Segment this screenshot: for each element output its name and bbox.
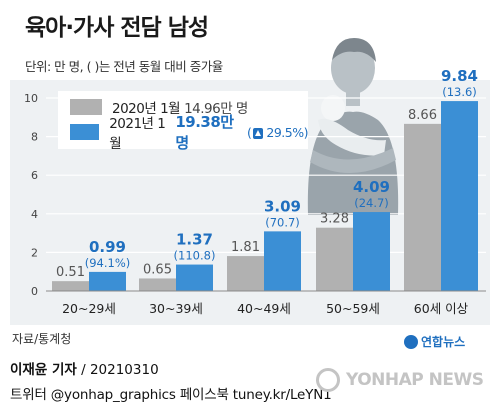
- change-label: (110.8): [174, 249, 216, 263]
- father-holding-baby-illustration: [307, 38, 399, 215]
- bar-2020: [404, 123, 441, 291]
- legend-item-2020: 2020년 1월 14.96만 명: [70, 97, 248, 117]
- chart-title: 육아·가사 전담 남성: [25, 15, 209, 41]
- y-tick-label: 6: [31, 169, 38, 182]
- data-label-2021: 9.84: [441, 67, 478, 85]
- legend-label-2021: 2021년 1월: [109, 116, 166, 152]
- y-tick-label: 10: [24, 92, 38, 105]
- yonhap-small-logo-text: 연합뉴스: [421, 335, 466, 349]
- legend: 2020년 1월 14.96만 명 2021년 1월 19.38만 명 ( 29…: [58, 91, 308, 152]
- legend-value-2020: 14.96만 명: [184, 101, 248, 117]
- yonhap-logo-icon: [404, 334, 418, 349]
- bar-2021: [264, 231, 301, 291]
- data-label-2021: 0.99: [89, 238, 126, 256]
- unit-note: 단위: 만 명, ( )는 전년 동월 대비 증가율: [25, 59, 223, 74]
- bar-2020: [316, 227, 353, 291]
- sns-line: 트위터 @yonhap_graphics 페이스북 tuney.kr/LeYN1: [10, 387, 332, 403]
- change-label: (13.6): [442, 85, 477, 99]
- data-label-2020: 0.51: [56, 265, 85, 280]
- y-tick-label: 8: [31, 131, 38, 144]
- legend-item-2021: 2021년 1월 19.38만 명 ( 29.5%): [70, 113, 308, 152]
- legend-label-2020: 2020년 1월: [112, 101, 181, 117]
- yonhap-watermark: YONHAP NEWS: [316, 368, 484, 392]
- y-tick-label: 4: [31, 208, 38, 221]
- bar-2021: [176, 264, 213, 291]
- y-tick-label: 2: [31, 246, 38, 259]
- bar-2021: [353, 212, 390, 291]
- yonhap-small-logo: 연합뉴스: [404, 333, 465, 350]
- source-note: 자료/통계청: [12, 332, 72, 346]
- x-tick-label: 60세 이상: [414, 301, 469, 316]
- publish-date: / 20210310: [81, 362, 159, 378]
- data-label-2021: 3.09: [264, 197, 301, 215]
- x-tick-label: 20~29세: [62, 301, 116, 316]
- change-label: (24.7): [354, 196, 389, 210]
- legend-change-open: (: [246, 124, 252, 140]
- x-tick-label: 50~59세: [326, 301, 380, 316]
- yonhap-watermark-icon: [316, 368, 340, 392]
- change-label: (94.1%): [85, 256, 131, 270]
- data-label-2021: 1.37: [176, 231, 213, 249]
- x-tick-label: 30~39세: [149, 301, 203, 316]
- data-label-2021: 4.09: [353, 178, 390, 196]
- yonhap-watermark-text: YONHAP NEWS: [346, 370, 484, 390]
- bar-2020: [52, 281, 89, 291]
- reporter-name: 이재윤 기자: [10, 362, 77, 378]
- y-tick-label: 0: [31, 285, 38, 298]
- bar-2021: [441, 101, 478, 291]
- bar-2020: [139, 278, 176, 291]
- legend-change-value: 29.5%): [266, 124, 308, 140]
- legend-swatch-2021: [70, 124, 100, 140]
- byline: 이재윤 기자 / 20210310: [10, 358, 159, 378]
- legend-value-2021: 19.38만 명: [175, 113, 234, 152]
- data-label-2020: 1.81: [231, 240, 260, 255]
- data-label-2020: 3.28: [320, 212, 349, 227]
- up-arrow-icon: [253, 127, 264, 139]
- bar-2020: [227, 256, 264, 291]
- legend-swatch-2020: [70, 99, 102, 115]
- data-label-2020: 0.65: [143, 262, 172, 277]
- data-label-2020: 8.66: [408, 108, 437, 123]
- x-tick-label: 40~49세: [237, 301, 291, 316]
- change-label: (70.7): [265, 215, 300, 229]
- bar-2021: [89, 271, 126, 291]
